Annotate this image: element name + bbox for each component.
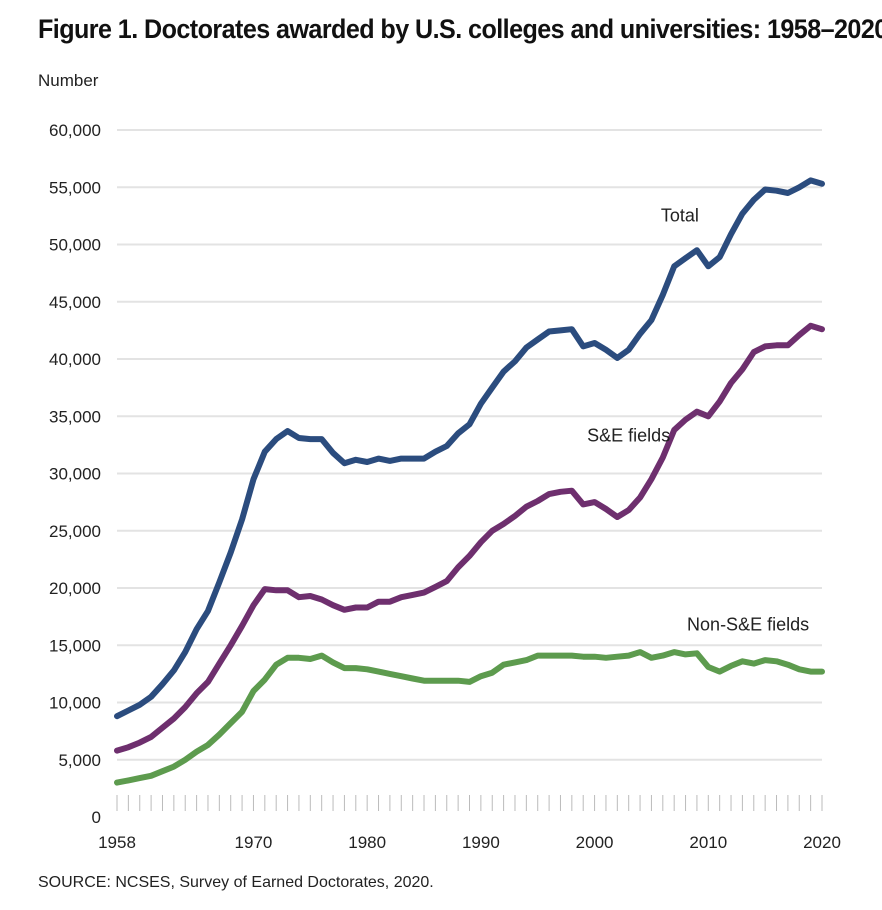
x-tick-label: 1980 [348, 833, 386, 852]
x-axis-minor-ticks [116, 795, 823, 811]
series-label: Non-S&E fields [687, 614, 809, 634]
x-tick-label: 2010 [689, 833, 727, 852]
y-tick-label: 60,000 [49, 121, 101, 140]
y-tick-label: 35,000 [49, 407, 101, 426]
y-tick-label: 15,000 [49, 636, 101, 655]
x-tick-label: 1958 [98, 833, 136, 852]
x-tick-label: 1990 [462, 833, 500, 852]
y-tick-label: 30,000 [49, 465, 101, 484]
gridlines [117, 129, 822, 761]
series-line-1 [114, 322, 825, 754]
series-label: S&E fields [587, 425, 670, 445]
y-tick-label: 55,000 [49, 178, 101, 197]
y-tick-label: 40,000 [49, 350, 101, 369]
y-tick-label: 20,000 [49, 579, 101, 598]
series-line-2 [114, 649, 825, 786]
y-tick-label: 50,000 [49, 236, 101, 255]
y-axis-tick-labels: 0 5,000 10,000 15,000 20,000 25,000 30,000 35,0… [49, 121, 101, 827]
y-tick-label: 0 [92, 808, 101, 827]
series-labels: Total S&E fields Non-S&E fields [587, 206, 809, 635]
series-line-0 [114, 177, 825, 720]
series-lines [114, 177, 825, 786]
x-tick-label: 2000 [576, 833, 614, 852]
y-tick-label: 45,000 [49, 293, 101, 312]
chart-title: Figure 1. Doctorates awarded by U.S. col… [38, 14, 882, 44]
x-tick-label: 1970 [235, 833, 273, 852]
y-tick-label: 25,000 [49, 522, 101, 541]
series-label: Total [661, 206, 699, 226]
x-axis-tick-labels: 1958 1970 1980 1990 2000 2010 2020 [98, 833, 841, 852]
x-tick-label: 2020 [803, 833, 841, 852]
y-tick-label: 5,000 [58, 751, 101, 770]
source-note: SOURCE: NCSES, Survey of Earned Doctorat… [38, 874, 434, 891]
y-tick-label: 10,000 [49, 694, 101, 713]
y-axis-label: Number [38, 71, 99, 90]
